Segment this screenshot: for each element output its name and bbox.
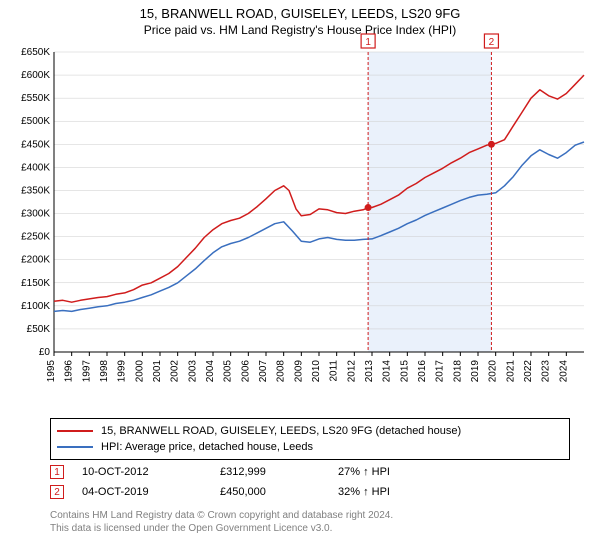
svg-text:£350K: £350K: [21, 185, 50, 196]
svg-text:2021: 2021: [505, 360, 516, 383]
svg-text:£100K: £100K: [21, 301, 50, 312]
svg-text:2014: 2014: [382, 360, 393, 383]
legend-item: 15, BRANWELL ROAD, GUISELEY, LEEDS, LS20…: [57, 423, 563, 439]
chart-svg: £0 £50K £100K £150K £200K £250K £300K £350K £400…: [8, 48, 592, 388]
license-line2: This data is licensed under the Open Gov…: [50, 523, 590, 536]
svg-text:2002: 2002: [170, 360, 181, 383]
svg-text:2001: 2001: [152, 360, 163, 383]
datapoint-marker-icon: 1: [50, 465, 64, 479]
svg-text:£600K: £600K: [21, 70, 50, 81]
svg-text:1996: 1996: [64, 360, 75, 383]
legend: 15, BRANWELL ROAD, GUISELEY, LEEDS, LS20…: [50, 418, 570, 460]
datapoint-date: 04-OCT-2019: [82, 486, 202, 498]
svg-text:£50K: £50K: [27, 324, 51, 335]
svg-text:2: 2: [489, 37, 495, 48]
svg-text:£150K: £150K: [21, 278, 50, 289]
legend-item: HPI: Average price, detached house, Leed…: [57, 439, 563, 455]
svg-text:1: 1: [365, 37, 371, 48]
svg-text:£500K: £500K: [21, 116, 50, 127]
svg-text:2010: 2010: [311, 360, 322, 383]
svg-text:2015: 2015: [399, 360, 410, 383]
svg-text:£400K: £400K: [21, 162, 50, 173]
datapoint-marker-icon: 2: [50, 485, 64, 499]
svg-text:2024: 2024: [558, 360, 569, 383]
legend-label: HPI: Average price, detached house, Leed…: [101, 441, 313, 453]
svg-text:1998: 1998: [99, 360, 110, 383]
svg-text:2004: 2004: [205, 360, 216, 383]
svg-text:2008: 2008: [276, 360, 287, 383]
svg-text:2017: 2017: [435, 360, 446, 383]
svg-text:£200K: £200K: [21, 255, 50, 266]
svg-text:2022: 2022: [523, 360, 534, 383]
svg-text:2019: 2019: [470, 360, 481, 383]
svg-text:2009: 2009: [293, 360, 304, 383]
svg-text:2000: 2000: [134, 360, 145, 383]
svg-text:2011: 2011: [329, 360, 340, 382]
sale-datapoints: 1 10-OCT-2012 £312,999 27% ↑ HPI 2 04-OC…: [50, 462, 438, 502]
license-line1: Contains HM Land Registry data © Crown c…: [50, 510, 590, 523]
datapoint-date: 10-OCT-2012: [82, 466, 202, 478]
license-text: Contains HM Land Registry data © Crown c…: [50, 510, 590, 535]
svg-text:2006: 2006: [240, 360, 251, 383]
chart-container: £0 £50K £100K £150K £200K £250K £300K £350K £400…: [8, 48, 592, 388]
datapoint-delta: 27% ↑ HPI: [338, 466, 438, 478]
svg-text:1999: 1999: [117, 360, 128, 383]
legend-swatch: [57, 430, 93, 432]
svg-text:2003: 2003: [187, 360, 198, 383]
svg-text:£300K: £300K: [21, 209, 50, 220]
svg-text:2005: 2005: [223, 360, 234, 383]
svg-text:1997: 1997: [81, 360, 92, 383]
svg-text:£550K: £550K: [21, 93, 50, 104]
legend-label: 15, BRANWELL ROAD, GUISELEY, LEEDS, LS20…: [101, 425, 461, 437]
svg-text:£250K: £250K: [21, 232, 50, 243]
svg-text:2007: 2007: [258, 360, 269, 383]
svg-text:2013: 2013: [364, 360, 375, 383]
datapoint-price: £312,999: [220, 466, 320, 478]
svg-text:2012: 2012: [346, 360, 357, 383]
datapoint-price: £450,000: [220, 486, 320, 498]
svg-text:1995: 1995: [46, 360, 57, 383]
svg-text:2020: 2020: [488, 360, 499, 383]
svg-text:2016: 2016: [417, 360, 428, 383]
subtitle: Price paid vs. HM Land Registry's House …: [4, 23, 596, 37]
svg-text:£450K: £450K: [21, 139, 50, 150]
svg-text:£0: £0: [39, 347, 51, 358]
svg-text:£650K: £650K: [21, 47, 50, 58]
legend-swatch: [57, 446, 93, 448]
svg-text:2023: 2023: [541, 360, 552, 383]
svg-text:2018: 2018: [452, 360, 463, 383]
datapoint-row: 2 04-OCT-2019 £450,000 32% ↑ HPI: [50, 482, 438, 502]
address-title: 15, BRANWELL ROAD, GUISELEY, LEEDS, LS20…: [4, 6, 596, 21]
datapoint-row: 1 10-OCT-2012 £312,999 27% ↑ HPI: [50, 462, 438, 482]
datapoint-delta: 32% ↑ HPI: [338, 486, 438, 498]
chart-title-block: 15, BRANWELL ROAD, GUISELEY, LEEDS, LS20…: [0, 0, 600, 39]
